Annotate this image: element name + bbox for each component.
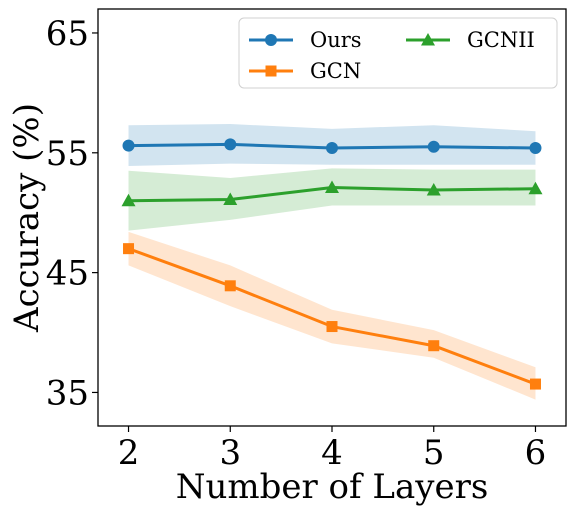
ours-point xyxy=(326,142,338,154)
x-tick-label: 2 xyxy=(118,433,140,473)
gcnii-point xyxy=(426,182,441,196)
x-tick-label: 3 xyxy=(219,433,241,473)
y-tick-label: 65 xyxy=(46,14,89,54)
ours-point xyxy=(224,138,237,151)
x-tick-label: 6 xyxy=(525,433,547,473)
x-axis-ticks: 2 3 4 5 6 xyxy=(118,426,547,473)
legend-gcn-marker xyxy=(265,65,277,77)
y-axis-ticks: 35 45 55 65 xyxy=(46,14,98,413)
gcn-point xyxy=(326,321,338,333)
gcnii-point xyxy=(121,193,136,207)
legend: Ours GCN GCNII xyxy=(238,17,558,89)
x-tick-label: 5 xyxy=(423,433,445,473)
gcn-point xyxy=(529,378,541,390)
x-axis-label: Number of Layers xyxy=(176,467,489,507)
legend-ours-marker xyxy=(265,34,277,46)
gcnii-point xyxy=(325,180,339,194)
ours-point xyxy=(427,140,440,153)
legend-box xyxy=(238,17,558,89)
ours-point xyxy=(122,139,135,152)
y-axis-label: Accuracy (%) xyxy=(7,103,47,333)
y-tick-label: 55 xyxy=(46,134,89,174)
legend-gcnii-marker xyxy=(421,33,435,46)
confidence-bands xyxy=(128,124,536,400)
y-tick-label: 35 xyxy=(46,373,89,413)
legend-ours-label: Ours xyxy=(310,28,362,52)
ours-point xyxy=(529,142,542,154)
legend-gcnii-label: GCNII xyxy=(467,28,535,52)
series-markers xyxy=(121,138,543,390)
gcnii-point xyxy=(223,192,238,206)
gcn-band xyxy=(128,231,536,400)
gcn-point xyxy=(428,340,440,352)
gcn-point xyxy=(224,280,236,292)
x-tick-label: 4 xyxy=(321,433,343,473)
gcn-point xyxy=(123,243,135,255)
legend-gcn-label: GCN xyxy=(310,59,361,83)
gcnii-point xyxy=(528,181,543,195)
y-tick-label: 45 xyxy=(46,254,89,294)
